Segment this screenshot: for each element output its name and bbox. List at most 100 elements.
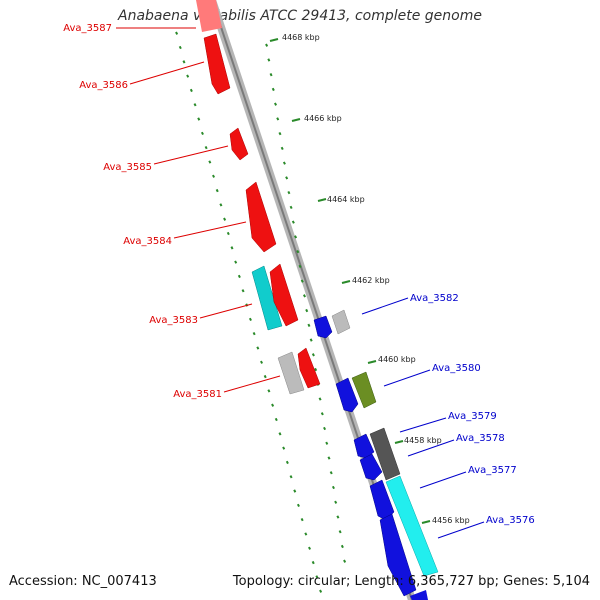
right-track-dot bbox=[329, 471, 333, 475]
scale-tick-4462 bbox=[341, 280, 351, 284]
right-track-dot bbox=[278, 132, 282, 136]
leader-ava-3584 bbox=[173, 221, 247, 239]
label-ava-3576[interactable]: Ava_3576 bbox=[486, 515, 535, 526]
scale-tick-4460 bbox=[367, 360, 377, 364]
feature-ava-3586[interactable] bbox=[203, 33, 231, 95]
right-track-dot bbox=[282, 161, 286, 165]
scale-tick-4456 bbox=[421, 520, 431, 524]
left-track-dot bbox=[263, 374, 267, 379]
right-track-dot bbox=[265, 43, 269, 47]
left-track-dot bbox=[311, 560, 315, 565]
right-track-dot bbox=[318, 397, 322, 401]
label-ava-3587[interactable]: Ava_3587 bbox=[63, 23, 112, 34]
feature-ava-3578-gray[interactable] bbox=[369, 427, 401, 481]
leader-ava-3581 bbox=[223, 375, 281, 393]
scale-label-4464: 4464 kbp bbox=[327, 195, 365, 204]
left-track-dot bbox=[300, 518, 304, 522]
right-track-dot bbox=[276, 117, 280, 121]
right-track-dot bbox=[280, 146, 284, 151]
right-track-dot bbox=[336, 515, 340, 519]
right-track-dot bbox=[320, 412, 324, 416]
left-track-dot bbox=[293, 489, 297, 493]
right-dotted-track bbox=[265, 43, 347, 563]
left-track-dot bbox=[212, 174, 216, 178]
genome-summary-text: Topology: circular; Length: 6,365,727 bp… bbox=[232, 574, 590, 589]
right-track-dot bbox=[267, 58, 271, 62]
right-track-dot bbox=[289, 205, 293, 210]
feature-ava-3576[interactable] bbox=[379, 513, 417, 597]
left-track-dot bbox=[234, 260, 238, 264]
leader-ava-3579 bbox=[399, 417, 447, 433]
left-track-dot bbox=[182, 60, 186, 64]
label-ava-3579[interactable]: Ava_3579 bbox=[448, 411, 497, 422]
scale-label-4468: 4468 kbp bbox=[282, 33, 320, 42]
label-ava-3578[interactable]: Ava_3578 bbox=[456, 433, 505, 444]
feature-ava-3582[interactable] bbox=[313, 315, 333, 339]
scale-tick-4464 bbox=[317, 198, 327, 202]
leader-ava-3583 bbox=[199, 303, 253, 319]
label-ava-3577[interactable]: Ava_3577 bbox=[468, 465, 517, 476]
label-ava-3580[interactable]: Ava_3580 bbox=[432, 363, 481, 374]
right-track-dot bbox=[291, 220, 295, 224]
leader-ava-3576 bbox=[437, 521, 485, 539]
right-track-dot bbox=[300, 279, 304, 283]
feature-cyan-long[interactable] bbox=[385, 475, 439, 577]
left-track-dot bbox=[219, 203, 223, 207]
feature-blue-edge[interactable] bbox=[410, 590, 428, 600]
left-features bbox=[196, 0, 321, 395]
right-features bbox=[313, 309, 439, 600]
right-track-dot bbox=[274, 102, 278, 106]
feature-blue-3580[interactable] bbox=[335, 377, 359, 413]
feature-gray-left[interactable] bbox=[277, 351, 305, 395]
right-track-dot bbox=[331, 485, 335, 490]
right-track-dot bbox=[298, 264, 302, 268]
feature-ava-3585[interactable] bbox=[229, 127, 249, 161]
left-track-dot bbox=[315, 575, 319, 579]
right-track-dot bbox=[296, 249, 300, 254]
scale-tick-4458 bbox=[394, 440, 404, 444]
feature-ava-3583[interactable] bbox=[269, 263, 299, 327]
label-ava-3582[interactable]: Ava_3582 bbox=[410, 293, 459, 304]
label-ava-3584[interactable]: Ava_3584 bbox=[123, 236, 172, 247]
left-track-dot bbox=[274, 417, 278, 422]
right-track-dot bbox=[314, 367, 318, 372]
feature-ava-3578[interactable] bbox=[359, 453, 383, 481]
right-labels: Ava_3582 Ava_3580 Ava_3579 Ava_3578 Ava_… bbox=[361, 293, 535, 539]
left-track-dot bbox=[204, 146, 208, 150]
left-track-dot bbox=[230, 246, 234, 250]
left-track-dot bbox=[215, 188, 219, 193]
feature-ava-3581[interactable] bbox=[297, 347, 321, 389]
label-ava-3581[interactable]: Ava_3581 bbox=[173, 389, 222, 400]
left-track-dot bbox=[226, 231, 230, 236]
right-track-dot bbox=[285, 176, 289, 180]
leader-ava-3582 bbox=[361, 297, 409, 315]
left-track-dot bbox=[256, 346, 260, 350]
right-track-dot bbox=[327, 456, 331, 460]
scale-ticks: 4468 kbp 4466 kbp 4464 kbp 4462 kbp 4460… bbox=[269, 33, 470, 525]
feature-ava-3583-cyan[interactable] bbox=[251, 265, 283, 331]
right-track-dot bbox=[309, 338, 313, 342]
feature-ava-3580[interactable] bbox=[351, 371, 377, 409]
leader-ava-3585 bbox=[153, 145, 229, 165]
leader-ava-3578 bbox=[407, 439, 455, 457]
left-track-dot bbox=[237, 274, 241, 279]
feature-gray-right[interactable] bbox=[331, 309, 351, 335]
feature-ava-3584[interactable] bbox=[245, 181, 277, 253]
scale-tick-4468 bbox=[269, 38, 279, 42]
label-ava-3586[interactable]: Ava_3586 bbox=[79, 80, 128, 91]
feature-ava-3587[interactable] bbox=[196, 0, 222, 32]
left-track-dot bbox=[308, 546, 312, 550]
left-track-dot bbox=[200, 131, 204, 136]
right-track-dot bbox=[325, 441, 329, 445]
label-ava-3585[interactable]: Ava_3585 bbox=[103, 162, 152, 173]
left-track-dot bbox=[296, 503, 300, 508]
left-track-dot bbox=[175, 31, 179, 35]
label-ava-3583[interactable]: Ava_3583 bbox=[149, 315, 198, 326]
left-track-dot bbox=[285, 460, 289, 465]
left-track-dot bbox=[178, 45, 182, 50]
left-track-dot bbox=[241, 289, 245, 293]
left-track-dot bbox=[289, 475, 293, 479]
left-track-dot bbox=[260, 360, 264, 364]
left-track-dot bbox=[282, 446, 286, 450]
